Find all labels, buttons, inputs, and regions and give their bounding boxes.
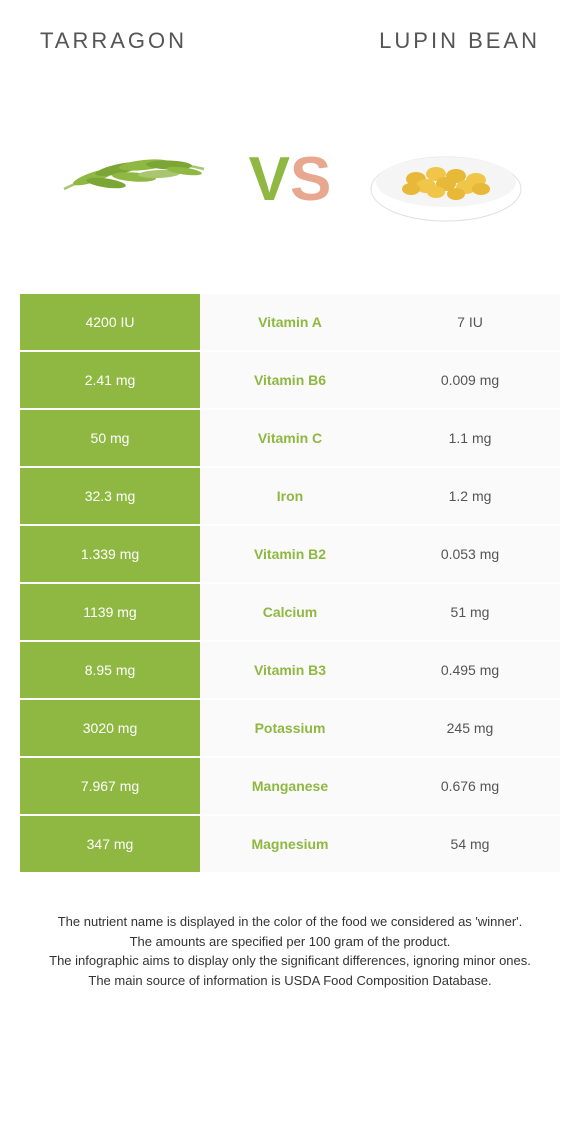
left-value: 4200 IU (20, 294, 200, 350)
table-row: 4200 IU Vitamin A 7 IU (20, 294, 560, 350)
left-value: 1.339 mg (20, 526, 200, 582)
table-row: 2.41 mg Vitamin B6 0.009 mg (20, 352, 560, 408)
left-value: 7.967 mg (20, 758, 200, 814)
table-row: 50 mg Vitamin C 1.1 mg (20, 410, 560, 466)
right-value: 0.495 mg (380, 642, 560, 698)
left-value: 8.95 mg (20, 642, 200, 698)
tarragon-image (20, 119, 249, 239)
footer-text: The nutrient name is displayed in the co… (20, 912, 560, 990)
nutrient-name: Vitamin A (200, 294, 380, 350)
table-row: 347 mg Magnesium 54 mg (20, 816, 560, 872)
footer-line-1: The nutrient name is displayed in the co… (30, 912, 550, 932)
nutrient-name: Magnesium (200, 816, 380, 872)
footer-line-3: The infographic aims to display only the… (30, 951, 550, 971)
table-row: 1.339 mg Vitamin B2 0.053 mg (20, 526, 560, 582)
nutrient-name: Manganese (200, 758, 380, 814)
table-row: 32.3 mg Iron 1.2 mg (20, 468, 560, 524)
right-value: 1.2 mg (380, 468, 560, 524)
right-value: 51 mg (380, 584, 560, 640)
right-value: 7 IU (380, 294, 560, 350)
table-row: 7.967 mg Manganese 0.676 mg (20, 758, 560, 814)
right-value: 0.676 mg (380, 758, 560, 814)
table-row: 8.95 mg Vitamin B3 0.495 mg (20, 642, 560, 698)
images-row: VS (20, 104, 560, 254)
titles-row: TARRAGON LUPIN BEAN (20, 28, 560, 54)
lupin-image (331, 124, 560, 234)
vs-v: V (249, 145, 290, 214)
table-row: 3020 mg Potassium 245 mg (20, 700, 560, 756)
nutrient-name: Vitamin B6 (200, 352, 380, 408)
nutrient-table: 4200 IU Vitamin A 7 IU 2.41 mg Vitamin B… (20, 294, 560, 872)
lupin-icon (361, 124, 531, 234)
right-value: 245 mg (380, 700, 560, 756)
vs-s: S (290, 145, 331, 214)
left-value: 1139 mg (20, 584, 200, 640)
left-food-title: TARRAGON (40, 28, 187, 54)
table-row: 1139 mg Calcium 51 mg (20, 584, 560, 640)
left-value: 3020 mg (20, 700, 200, 756)
nutrient-name: Calcium (200, 584, 380, 640)
right-food-title: LUPIN BEAN (379, 28, 540, 54)
right-value: 54 mg (380, 816, 560, 872)
left-value: 50 mg (20, 410, 200, 466)
nutrient-name: Potassium (200, 700, 380, 756)
right-value: 0.053 mg (380, 526, 560, 582)
footer-line-4: The main source of information is USDA F… (30, 971, 550, 991)
nutrient-name: Iron (200, 468, 380, 524)
page: TARRAGON LUPIN BEAN VS (0, 0, 580, 1144)
footer-line-2: The amounts are specified per 100 gram o… (30, 932, 550, 952)
right-value: 1.1 mg (380, 410, 560, 466)
tarragon-icon (44, 119, 224, 239)
nutrient-name: Vitamin B2 (200, 526, 380, 582)
nutrient-name: Vitamin C (200, 410, 380, 466)
vs-label: VS (249, 144, 332, 215)
left-value: 2.41 mg (20, 352, 200, 408)
left-value: 32.3 mg (20, 468, 200, 524)
right-value: 0.009 mg (380, 352, 560, 408)
nutrient-name: Vitamin B3 (200, 642, 380, 698)
left-value: 347 mg (20, 816, 200, 872)
